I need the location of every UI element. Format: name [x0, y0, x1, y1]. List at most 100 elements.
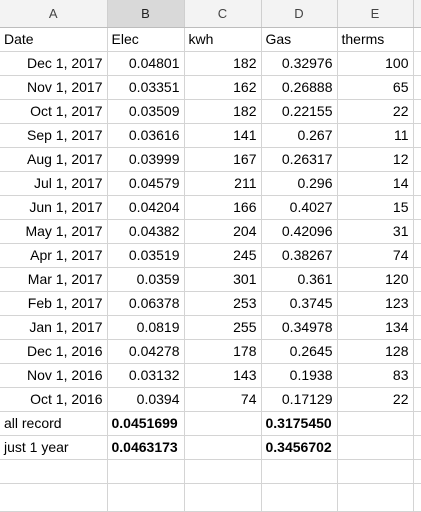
cell-elec[interactable]: 0.03351 — [107, 75, 185, 100]
cell-empty[interactable] — [184, 411, 262, 436]
cell-empty[interactable] — [413, 435, 421, 460]
cell-kwh[interactable]: 141 — [184, 123, 262, 148]
cell-empty[interactable] — [337, 459, 414, 484]
cell-elec[interactable]: 0.03616 — [107, 123, 185, 148]
cell-empty[interactable] — [413, 483, 421, 512]
cell-date[interactable]: Apr 1, 2017 — [0, 243, 108, 268]
column-header-f[interactable] — [413, 0, 421, 28]
cell-empty[interactable] — [413, 243, 421, 268]
cell-kwh[interactable]: 255 — [184, 315, 262, 340]
cell-kwh[interactable]: 245 — [184, 243, 262, 268]
cell-empty[interactable] — [184, 435, 262, 460]
cell-date[interactable]: Dec 1, 2016 — [0, 339, 108, 364]
cell-therms[interactable]: 31 — [337, 219, 414, 244]
cell-kwh[interactable]: 74 — [184, 387, 262, 412]
cell-empty[interactable] — [184, 459, 262, 484]
cell-empty[interactable] — [413, 171, 421, 196]
cell-kwh[interactable]: 211 — [184, 171, 262, 196]
cell-date[interactable]: Jul 1, 2017 — [0, 171, 108, 196]
cell-gas[interactable]: 0.42096 — [261, 219, 338, 244]
cell-elec[interactable]: 0.0819 — [107, 315, 185, 340]
cell-empty[interactable] — [413, 291, 421, 316]
cell-elec[interactable]: 0.04579 — [107, 171, 185, 196]
cell-empty[interactable] — [413, 363, 421, 388]
cell-summary-label[interactable]: just 1 year — [0, 435, 108, 460]
cell-date[interactable]: Jun 1, 2017 — [0, 195, 108, 220]
cell-kwh[interactable]: 253 — [184, 291, 262, 316]
cell-gas[interactable]: 0.361 — [261, 267, 338, 292]
cell-therms[interactable]: 65 — [337, 75, 414, 100]
cell-empty[interactable] — [261, 459, 338, 484]
cell-gas[interactable]: 0.26888 — [261, 75, 338, 100]
cell-gas[interactable]: 0.22155 — [261, 99, 338, 124]
cell-gas[interactable]: 0.32976 — [261, 51, 338, 76]
cell-therms[interactable]: 22 — [337, 99, 414, 124]
cell-therms[interactable]: 123 — [337, 291, 414, 316]
cell-therms[interactable]: 74 — [337, 243, 414, 268]
cell-kwh[interactable]: 162 — [184, 75, 262, 100]
cell-gas[interactable]: 0.17129 — [261, 387, 338, 412]
cell-gas[interactable]: 0.3745 — [261, 291, 338, 316]
cell-empty[interactable] — [413, 123, 421, 148]
cell-gas[interactable]: 0.1938 — [261, 363, 338, 388]
column-header-a[interactable]: A — [0, 0, 108, 28]
cell-summary-gas[interactable]: 0.3175450 — [261, 411, 338, 436]
cell-empty[interactable] — [413, 99, 421, 124]
cell-empty[interactable] — [413, 339, 421, 364]
cell-empty[interactable] — [413, 387, 421, 412]
cell-date[interactable]: Mar 1, 2017 — [0, 267, 108, 292]
cell-elec[interactable]: 0.03519 — [107, 243, 185, 268]
cell-date[interactable]: Nov 1, 2017 — [0, 75, 108, 100]
cell-therms[interactable]: 100 — [337, 51, 414, 76]
cell-empty[interactable] — [413, 195, 421, 220]
cell-kwh[interactable]: 204 — [184, 219, 262, 244]
cell-kwh[interactable]: 178 — [184, 339, 262, 364]
cell-therms-header[interactable]: therms — [337, 27, 414, 52]
cell-therms[interactable]: 22 — [337, 387, 414, 412]
cell-therms[interactable]: 83 — [337, 363, 414, 388]
cell-summary-gas[interactable]: 0.3456702 — [261, 435, 338, 460]
cell-kwh-header[interactable]: kwh — [184, 27, 262, 52]
cell-therms[interactable]: 12 — [337, 147, 414, 172]
cell-elec[interactable]: 0.0359 — [107, 267, 185, 292]
cell-empty[interactable] — [184, 483, 262, 512]
cell-gas[interactable]: 0.296 — [261, 171, 338, 196]
cell-kwh[interactable]: 182 — [184, 51, 262, 76]
cell-elec[interactable]: 0.0394 — [107, 387, 185, 412]
cell-empty[interactable] — [413, 411, 421, 436]
cell-therms[interactable]: 120 — [337, 267, 414, 292]
cell-empty[interactable] — [261, 483, 338, 512]
cell-kwh[interactable]: 182 — [184, 99, 262, 124]
cell-date[interactable]: Jan 1, 2017 — [0, 315, 108, 340]
cell-therms[interactable]: 11 — [337, 123, 414, 148]
cell-elec-header[interactable]: Elec — [107, 27, 185, 52]
cell-therms[interactable]: 128 — [337, 339, 414, 364]
cell-empty[interactable] — [337, 411, 414, 436]
cell-empty[interactable] — [413, 267, 421, 292]
cell-elec[interactable]: 0.04382 — [107, 219, 185, 244]
cell-summary-elec[interactable]: 0.0463173 — [107, 435, 185, 460]
cell-date[interactable]: Dec 1, 2017 — [0, 51, 108, 76]
cell-elec[interactable]: 0.04801 — [107, 51, 185, 76]
column-header-e[interactable]: E — [337, 0, 414, 28]
cell-date[interactable]: Nov 1, 2016 — [0, 363, 108, 388]
cell-elec[interactable]: 0.03999 — [107, 147, 185, 172]
cell-date[interactable]: Sep 1, 2017 — [0, 123, 108, 148]
cell-gas[interactable]: 0.267 — [261, 123, 338, 148]
cell-gas[interactable]: 0.38267 — [261, 243, 338, 268]
cell-empty[interactable] — [337, 483, 414, 512]
cell-therms[interactable]: 15 — [337, 195, 414, 220]
cell-date[interactable]: Oct 1, 2017 — [0, 99, 108, 124]
cell-empty[interactable] — [413, 219, 421, 244]
cell-kwh[interactable]: 167 — [184, 147, 262, 172]
cell-gas[interactable]: 0.2645 — [261, 339, 338, 364]
cell-therms[interactable]: 134 — [337, 315, 414, 340]
column-header-c[interactable]: C — [184, 0, 262, 28]
cell-empty[interactable] — [413, 75, 421, 100]
cell-empty[interactable] — [413, 147, 421, 172]
cell-kwh[interactable]: 301 — [184, 267, 262, 292]
cell-elec[interactable]: 0.04204 — [107, 195, 185, 220]
cell-summary-elec[interactable]: 0.0451699 — [107, 411, 185, 436]
cell-empty[interactable] — [413, 27, 421, 52]
cell-empty[interactable] — [413, 315, 421, 340]
